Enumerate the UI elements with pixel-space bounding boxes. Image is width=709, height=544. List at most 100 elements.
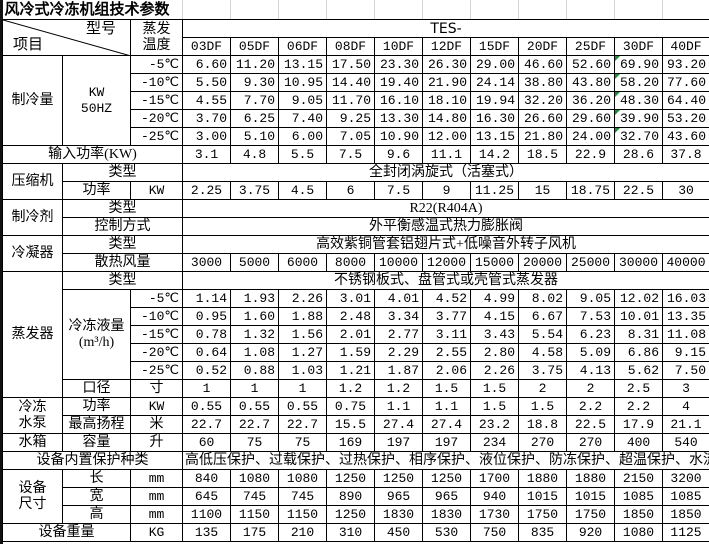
value-cell[interactable]: 3.00 — [182, 127, 232, 146]
value-cell[interactable]: 22.5 — [614, 181, 664, 200]
value-cell[interactable]: 15000 — [470, 253, 520, 272]
model-header-08DF[interactable]: 08DF — [326, 37, 376, 56]
value-cell[interactable]: 6.25 — [230, 109, 280, 128]
refrigerant-label[interactable]: 制冷剂 — [2, 199, 63, 236]
value-cell[interactable]: 7.53 — [566, 307, 616, 326]
value-cell[interactable]: 135 — [182, 523, 232, 542]
value-cell[interactable]: 840 — [182, 469, 232, 488]
value-cell[interactable]: 9.05 — [566, 289, 616, 308]
value-cell[interactable]: 965 — [422, 487, 472, 506]
value-cell[interactable]: 2 — [518, 379, 568, 398]
value-cell[interactable]: 4.13 — [566, 361, 616, 380]
value-cell[interactable]: 1.03 — [278, 361, 328, 380]
value-cell[interactable]: 835 — [518, 523, 568, 542]
unit-label[interactable]: mm — [129, 487, 184, 506]
value-cell[interactable]: 23.30 — [374, 55, 424, 74]
sheet-title[interactable]: 风冷式冷冻机组技术参数 — [2, 0, 183, 20]
value-cell[interactable]: 5000 — [230, 253, 280, 272]
value-cell[interactable]: 1150 — [230, 505, 280, 524]
value-cell[interactable]: 540 — [662, 433, 709, 452]
value-cell[interactable]: 3.34 — [374, 307, 424, 326]
value-cell[interactable]: 12.02 — [614, 289, 664, 308]
value-cell[interactable]: 450 — [374, 523, 424, 542]
empty-cell[interactable] — [230, 0, 279, 20]
value-cell[interactable]: 0.95 — [182, 307, 232, 326]
value-cell[interactable]: 38.80 — [518, 73, 568, 92]
value-cell[interactable]: 4.8 — [230, 145, 280, 164]
value-cell[interactable]: 22.7 — [230, 415, 280, 434]
value-cell[interactable]: 10.95 — [278, 73, 328, 92]
value-cell[interactable]: 5.10 — [230, 127, 280, 146]
temp-label[interactable]: -20℃ — [129, 343, 184, 362]
value-cell[interactable]: 3 — [662, 379, 709, 398]
condenser-label[interactable]: 冷凝器 — [2, 235, 63, 272]
value-cell[interactable]: 169 — [326, 433, 376, 452]
value-cell[interactable]: 2.80 — [470, 343, 520, 362]
model-header-06DF[interactable]: 06DF — [278, 37, 328, 56]
unit-label[interactable]: mm — [129, 505, 184, 524]
value-cell[interactable]: 3.43 — [470, 325, 520, 344]
value-cell[interactable]: 36.20 — [566, 91, 616, 110]
value-cell[interactable]: 1.59 — [326, 343, 376, 362]
value-cell[interactable]: 10.90 — [374, 127, 424, 146]
unit-label[interactable]: KW — [129, 181, 184, 200]
model-header-40DF[interactable]: 40DF — [662, 37, 709, 56]
value-cell[interactable]: 6.23 — [566, 325, 616, 344]
value-cell[interactable]: 1250 — [422, 469, 472, 488]
value-cell[interactable]: 1.32 — [230, 325, 280, 344]
empty-cell[interactable] — [614, 0, 663, 20]
value-cell[interactable]: 15.5 — [326, 415, 376, 434]
value-cell[interactable]: 11.25 — [470, 181, 520, 200]
value-cell[interactable]: 1.2 — [374, 379, 424, 398]
temp-label[interactable]: -5℃ — [129, 55, 184, 74]
value-cell[interactable]: 4.99 — [470, 289, 520, 308]
value-cell[interactable]: 26.60 — [518, 109, 568, 128]
value-cell[interactable]: 16.30 — [470, 109, 520, 128]
value-cell[interactable]: 93.20 — [662, 55, 709, 74]
value-cell[interactable]: 197 — [374, 433, 424, 452]
value-cell[interactable]: 1015 — [518, 487, 568, 506]
value-cell[interactable]: 3.70 — [182, 109, 232, 128]
value-cell[interactable]: 3.11 — [422, 325, 472, 344]
value-cell[interactable]: 40000 — [662, 253, 709, 272]
value-cell[interactable]: 3.75 — [230, 181, 280, 200]
value-cell[interactable]: 1.2 — [326, 379, 376, 398]
value-cell[interactable]: 0.55 — [182, 397, 232, 416]
condenser-type-value[interactable]: 高效紫铜管套铝翅片式+低噪音外转子风机 — [182, 235, 709, 254]
pump-head-label[interactable]: 最高扬程 — [62, 415, 131, 434]
value-cell[interactable]: 310 — [326, 523, 376, 542]
value-cell[interactable]: 52.60 — [566, 55, 616, 74]
value-cell[interactable]: 9.15 — [662, 343, 709, 362]
value-cell[interactable]: 210 — [278, 523, 328, 542]
value-cell[interactable]: 37.8 — [662, 145, 709, 164]
value-cell[interactable]: 1.1 — [374, 397, 424, 416]
value-cell[interactable]: 2.5 — [614, 379, 664, 398]
value-cell[interactable]: 22.7 — [278, 415, 328, 434]
value-cell[interactable]: 0.88 — [230, 361, 280, 380]
value-cell[interactable]: 1.56 — [278, 325, 328, 344]
value-cell[interactable]: 2.2 — [614, 397, 664, 416]
condenser-type-label[interactable]: 类型 — [61, 235, 184, 254]
unit-label[interactable]: KG — [129, 523, 184, 542]
value-cell[interactable]: 23.2 — [470, 415, 520, 434]
value-cell[interactable]: 7.50 — [662, 361, 709, 380]
compressor-type-value[interactable]: 全封闭涡旋式（活塞式） — [182, 163, 709, 182]
value-cell[interactable]: 750 — [470, 523, 520, 542]
value-cell[interactable]: 12.00 — [422, 127, 472, 146]
value-cell[interactable]: 4.01 — [374, 289, 424, 308]
value-cell[interactable]: 5.54 — [518, 325, 568, 344]
unit-label[interactable]: KW — [129, 397, 184, 416]
tank-label[interactable]: 水箱 — [2, 433, 63, 452]
value-cell[interactable]: 22.5 — [566, 415, 616, 434]
value-cell[interactable]: 1850 — [662, 505, 709, 524]
value-cell[interactable]: 9.05 — [278, 91, 328, 110]
value-cell[interactable]: 890 — [326, 487, 376, 506]
value-cell[interactable]: 7.05 — [326, 127, 376, 146]
compressor-type-label[interactable]: 类型 — [61, 163, 184, 182]
value-cell[interactable]: 1 — [230, 379, 280, 398]
value-cell[interactable]: 10000 — [374, 253, 424, 272]
value-cell[interactable]: 1830 — [374, 505, 424, 524]
value-cell[interactable]: 19.94 — [470, 91, 520, 110]
unit-label[interactable]: mm — [129, 469, 184, 488]
value-cell[interactable]: 16.03 — [662, 289, 709, 308]
